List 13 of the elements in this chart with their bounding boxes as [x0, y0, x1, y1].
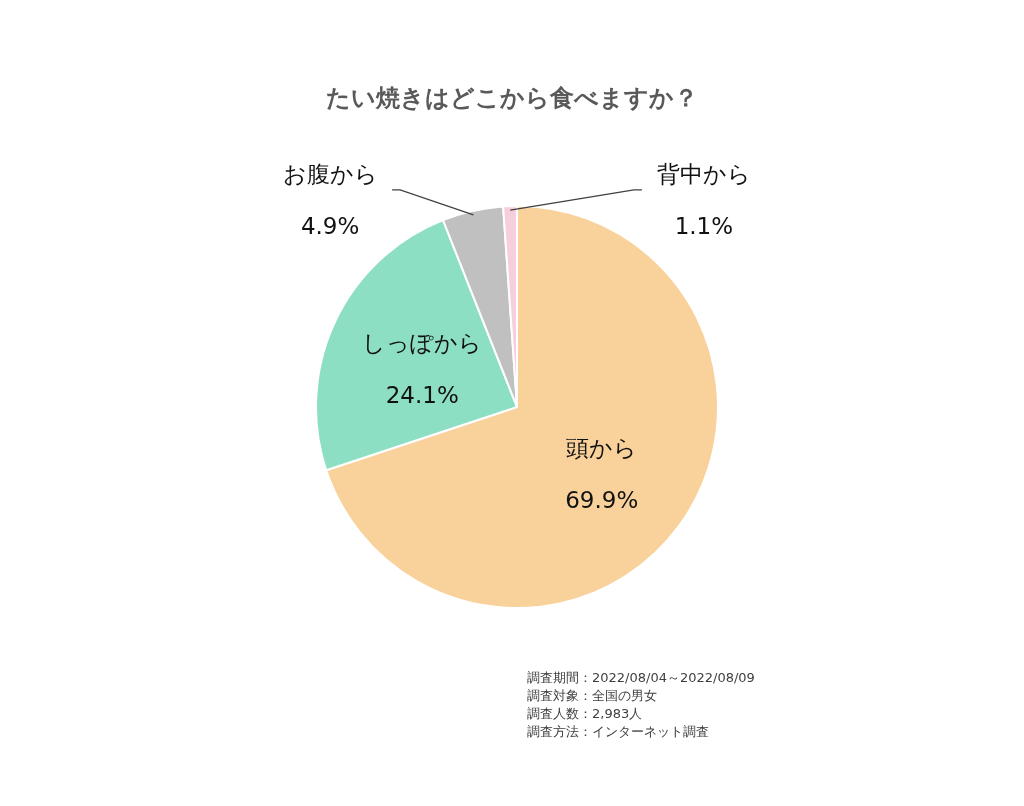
text: 調査方法：インターネット調査: [527, 724, 709, 739]
data-label: 4.9%: [300, 212, 360, 239]
text: 調査人数：2,983人: [527, 706, 643, 721]
data-label: 69.9%: [565, 487, 639, 514]
slice-label: 頭から: [566, 435, 638, 462]
slice-label: お腹から: [282, 160, 378, 187]
text: 調査期間：2022/08/04～2022/08/09: [527, 670, 755, 685]
data-label: 24.1%: [385, 381, 459, 408]
slice-label: 背中から: [656, 160, 751, 187]
data-label: 1.1%: [674, 212, 734, 239]
text: 調査対象：全国の男女: [527, 688, 657, 703]
chart-title: たい焼きはどこから食べますか？: [326, 84, 698, 112]
slice-label: しっぽから: [362, 329, 483, 356]
